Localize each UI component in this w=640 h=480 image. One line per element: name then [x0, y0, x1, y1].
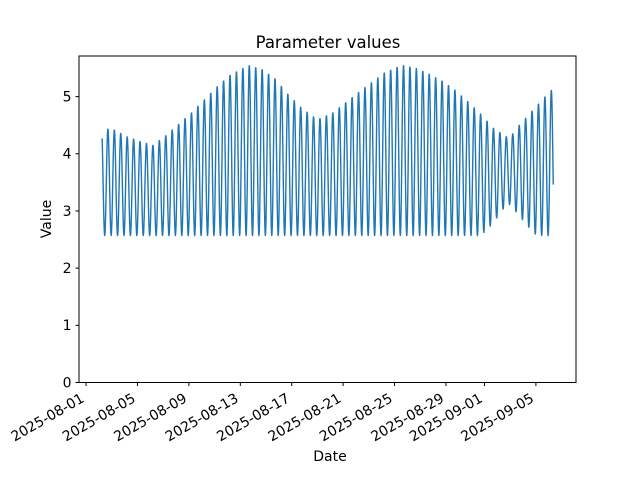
series-line — [101, 65, 554, 237]
y-axis-label: Value — [39, 200, 55, 238]
y-tick-label: 2 — [63, 261, 72, 277]
x-axis-ticks: 2025-08-012025-08-052025-08-092025-08-13… — [9, 382, 537, 445]
chart-title: Parameter values — [256, 33, 401, 52]
y-tick-label: 1 — [63, 318, 72, 334]
plot-area-border — [78, 55, 577, 383]
y-axis-ticks: 0 1 2 3 4 5 — [63, 89, 79, 391]
y-tick-label: 0 — [63, 375, 72, 391]
series-group — [101, 65, 554, 237]
x-axis-label: Date — [313, 449, 346, 465]
y-tick-label: 4 — [63, 147, 72, 163]
y-tick-label: 3 — [63, 204, 72, 220]
y-tick-label: 5 — [63, 89, 72, 105]
